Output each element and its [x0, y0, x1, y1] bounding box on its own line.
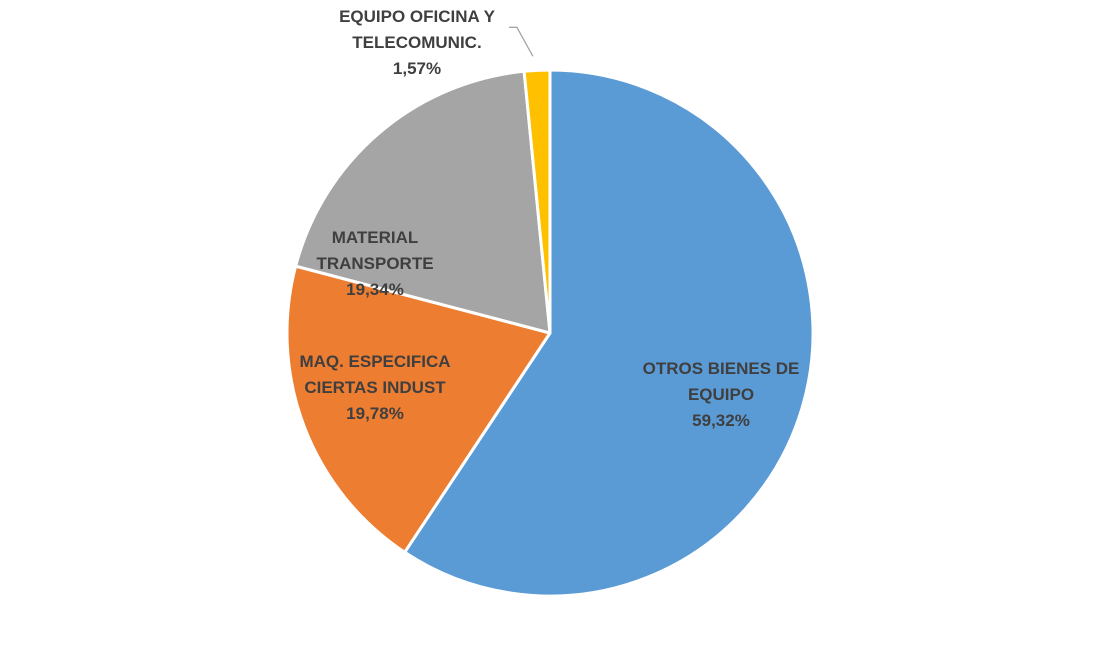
slice-value-label: 19,34%	[346, 280, 404, 299]
pie-slice-equipo-oficina-y-telecomunic	[522, 68, 552, 335]
slice-label: MAQ. ESPECIFICA CIERTAS INDUST 19,78%	[299, 352, 450, 423]
leader-line	[508, 26, 534, 57]
slice-label: OTROS BIENES DE EQUIPO 59,32%	[643, 359, 800, 430]
slice-category-label: OTROS BIENES DE	[643, 359, 800, 378]
pie-slice-maq-especifica-ciertas-indust	[285, 264, 552, 554]
slice-category-label: EQUIPO OFICINA Y	[339, 7, 496, 26]
slice-category-label: TRANSPORTE	[316, 254, 433, 273]
slice-category-label: EQUIPO	[688, 385, 754, 404]
slice-category-label: MATERIAL	[332, 228, 419, 247]
slice-category-label: TELECOMUNIC.	[352, 33, 481, 52]
pie-slice-otros-bienes-de-equipo	[403, 68, 815, 598]
slices-layer	[285, 68, 815, 598]
slice-category-label: MAQ. ESPECIFICA	[299, 352, 450, 371]
slice-label: EQUIPO OFICINA Y TELECOMUNIC. 1,57%	[339, 7, 496, 78]
slice-value-label: 19,78%	[346, 404, 404, 423]
slice-value-label: 1,57%	[393, 59, 441, 78]
slice-category-label: CIERTAS INDUST	[304, 378, 446, 397]
slice-label: MATERIAL TRANSPORTE 19,34%	[316, 228, 433, 299]
slice-value-label: 59,32%	[692, 411, 750, 430]
labels-layer: OTROS BIENES DE EQUIPO 59,32% MAQ. ESPECIFI…	[299, 7, 799, 430]
leader-lines-layer	[508, 26, 534, 57]
pie-slice-material-transporte	[294, 69, 552, 335]
